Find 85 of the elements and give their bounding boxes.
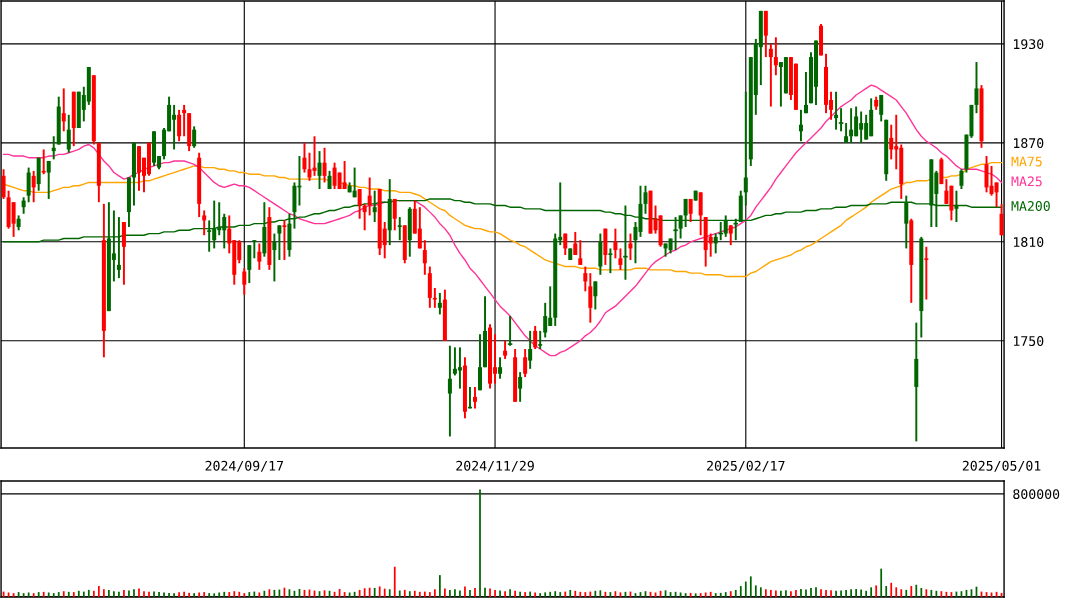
candlestick bbox=[889, 123, 894, 161]
candlestick bbox=[302, 141, 307, 174]
candlestick bbox=[588, 272, 593, 324]
candlestick bbox=[11, 201, 16, 238]
candlestick bbox=[698, 191, 703, 237]
candlestick bbox=[177, 108, 182, 143]
candlestick bbox=[182, 103, 187, 138]
candlestick bbox=[362, 202, 367, 232]
candlestick bbox=[613, 227, 618, 260]
x-tick-label: 2025/05/01 bbox=[962, 460, 1041, 472]
x-tick-label: 2024/11/29 bbox=[456, 460, 534, 472]
candlestick bbox=[477, 333, 482, 392]
candlestick bbox=[608, 247, 613, 275]
candlestick bbox=[202, 209, 207, 237]
candlestick bbox=[192, 125, 197, 149]
candlestick bbox=[713, 232, 718, 255]
candlestick bbox=[317, 150, 322, 191]
candlestick bbox=[583, 265, 588, 293]
candlestick bbox=[257, 242, 262, 271]
candlestick bbox=[31, 169, 36, 204]
candlestick bbox=[643, 184, 648, 215]
candlestick bbox=[728, 224, 733, 247]
candlestick bbox=[357, 188, 362, 220]
candlestick bbox=[844, 122, 849, 144]
candlestick bbox=[26, 166, 31, 204]
candlestick bbox=[503, 339, 508, 360]
candlestick bbox=[61, 87, 66, 133]
candlestick bbox=[974, 61, 979, 115]
x-tick-label: 2024/09/17 bbox=[205, 460, 284, 472]
candlestick bbox=[628, 232, 633, 261]
candlestick bbox=[743, 90, 748, 207]
candlestick bbox=[457, 346, 462, 390]
y-tick-label: 1750 bbox=[1013, 336, 1044, 347]
candlestick bbox=[41, 148, 46, 176]
candlestick bbox=[533, 324, 538, 350]
candlestick bbox=[51, 135, 56, 161]
candlestick bbox=[472, 386, 477, 410]
candlestick bbox=[678, 214, 683, 240]
candlestick bbox=[498, 356, 503, 380]
candlestick bbox=[367, 176, 372, 217]
candlestick bbox=[282, 219, 287, 261]
candlestick bbox=[252, 239, 257, 260]
candlestick bbox=[322, 146, 327, 184]
candlestick bbox=[768, 42, 773, 108]
candlestick bbox=[523, 348, 528, 379]
candlestick bbox=[994, 181, 999, 209]
candlestick bbox=[879, 94, 884, 123]
candlestick bbox=[397, 216, 402, 242]
y-tick-label: 800000 bbox=[1013, 489, 1060, 500]
y-tick-label: 1810 bbox=[1013, 237, 1044, 248]
candlestick bbox=[352, 166, 357, 199]
candlestick bbox=[593, 280, 598, 311]
candlestick bbox=[834, 90, 839, 131]
candlestick bbox=[272, 232, 277, 283]
candlestick bbox=[618, 247, 623, 271]
candlestick bbox=[543, 301, 548, 339]
candlestick bbox=[66, 113, 71, 154]
candlestick bbox=[518, 371, 523, 403]
candlestick bbox=[773, 36, 778, 77]
candlestick bbox=[277, 224, 282, 261]
candlestick bbox=[392, 197, 397, 232]
y-tick-label: 1930 bbox=[1013, 39, 1044, 50]
candlestick bbox=[798, 108, 803, 143]
x-tick-label: 2025/02/17 bbox=[707, 460, 785, 472]
candlestick bbox=[849, 107, 854, 144]
candlestick bbox=[46, 160, 51, 200]
series-label: MA75 bbox=[1011, 156, 1042, 167]
series-label: MA25 bbox=[1011, 176, 1042, 187]
candlestick bbox=[538, 329, 543, 350]
candlestick bbox=[924, 245, 929, 301]
candlestick bbox=[342, 160, 347, 191]
y-tick-label: 1870 bbox=[1013, 138, 1044, 149]
candlestick bbox=[242, 267, 247, 296]
candlestick bbox=[999, 202, 1004, 237]
series-label: MA200 bbox=[1011, 201, 1050, 212]
candlestick bbox=[1, 168, 6, 200]
candlestick bbox=[578, 239, 583, 266]
candlestick bbox=[528, 329, 533, 370]
candlestick bbox=[432, 287, 437, 309]
candlestick bbox=[417, 206, 422, 250]
candlestick bbox=[422, 239, 427, 276]
candlestick bbox=[803, 70, 808, 115]
candlestick bbox=[959, 168, 964, 191]
candlestick bbox=[437, 291, 442, 316]
candlestick bbox=[447, 344, 452, 438]
